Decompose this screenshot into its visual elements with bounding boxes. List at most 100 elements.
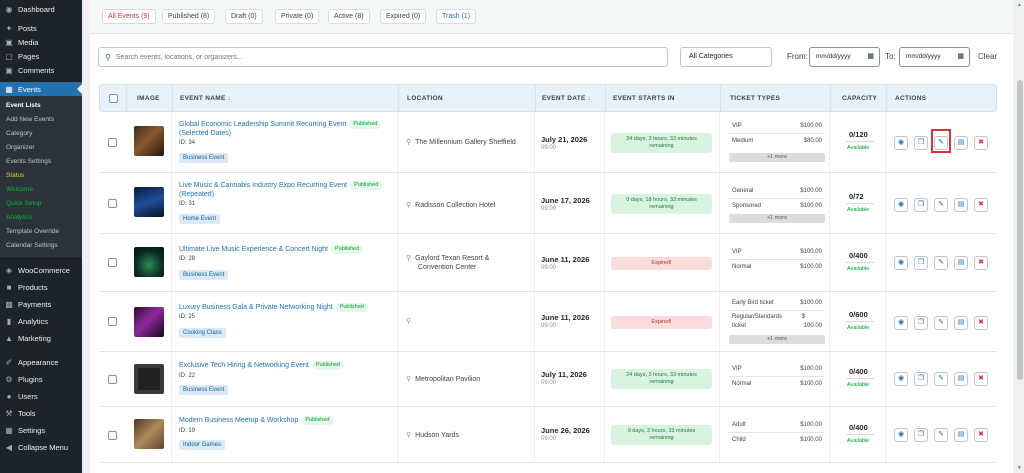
scroll-down-icon[interactable]: ▼ [1017,465,1022,471]
sidebar-item-settings[interactable]: ▦ Settings [0,423,82,437]
edit-icon[interactable]: ✎ [934,198,948,212]
clear-button[interactable]: Clear [978,52,998,61]
event-thumbnail[interactable] [134,187,164,217]
submenu-organizer[interactable]: Organizer [6,144,35,151]
edit-icon[interactable]: ✎ [934,256,948,270]
col-location[interactable]: LOCATION [407,95,443,102]
view-icon[interactable]: ◉ [894,372,908,386]
trash-icon[interactable]: ✖ [974,136,988,150]
analytics-chart-icon[interactable]: ▤ [954,372,968,386]
filter-active[interactable]: Active (8) [328,9,370,24]
calendar-icon[interactable]: ▦ [957,53,964,60]
submenu-analytics[interactable]: Analytics [6,214,33,221]
sidebar-item-woocommerce[interactable]: ◈ WooCommerce [0,263,82,277]
edit-icon[interactable]: ✎ [934,428,948,442]
more-tickets-link[interactable]: +1 more [729,153,825,162]
event-title[interactable]: Global Economic Leadership Summit Recurr… [179,120,382,138]
from-date-input[interactable]: mm/dd/yyyy ▦ [809,47,880,67]
filter-all-events[interactable]: All Events (9) [102,9,156,24]
view-icon[interactable]: ◉ [894,256,908,270]
duplicate-icon[interactable]: ❐ [914,316,928,330]
event-title[interactable]: Luxury Business Gala & Private Networkin… [179,303,368,312]
row-checkbox[interactable] [108,138,117,147]
event-thumbnail[interactable] [134,247,164,277]
filter-published[interactable]: Published (8) [162,9,216,24]
sidebar-item-users[interactable]: ● Users [0,389,82,403]
filter-draft[interactable]: Draft (0) [225,9,263,24]
analytics-chart-icon[interactable]: ▤ [954,256,968,270]
submenu-events-settings[interactable]: Events Settings [6,158,52,165]
edit-icon[interactable]: ✎ [934,316,948,330]
row-checkbox[interactable] [108,199,117,208]
view-icon[interactable]: ◉ [894,316,908,330]
sidebar-item-collapse-menu[interactable]: ◀ Collapse Menu [0,440,82,454]
trash-icon[interactable]: ✖ [974,372,988,386]
event-title[interactable]: Ultimate Live Music Experience & Concert… [179,245,364,254]
sidebar-item-appearance[interactable]: ✐ Appearance [0,355,82,369]
more-tickets-link[interactable]: +1 more [729,214,825,223]
trash-icon[interactable]: ✖ [974,256,988,270]
event-thumbnail[interactable] [134,307,164,337]
row-checkbox[interactable] [108,258,117,267]
scrollbar-thumb[interactable] [1017,80,1023,380]
sidebar-item-comments[interactable]: ▣ Comments [0,63,82,77]
trash-icon[interactable]: ✖ [974,316,988,330]
duplicate-icon[interactable]: ❐ [914,136,928,150]
event-title[interactable]: Live Music & Cannabis Industry Expo Recu… [179,181,383,199]
analytics-chart-icon[interactable]: ▤ [954,428,968,442]
more-tickets-link[interactable]: +1 more [729,335,825,344]
duplicate-icon[interactable]: ❐ [914,256,928,270]
sidebar-item-dashboard[interactable]: ◉ Dashboard [0,2,82,16]
category-select[interactable]: All Categories [680,47,772,67]
filter-private[interactable]: Private (0) [275,9,320,24]
sidebar-item-marketing[interactable]: ▲ Marketing [0,331,82,345]
sidebar-item-analytics[interactable]: ▮ Analytics [0,314,82,328]
submenu-event-lists[interactable]: Event Lists [6,102,41,109]
to-date-input[interactable]: mm/dd/yyyy ▦ [899,47,970,67]
col-event-name[interactable]: EVENT NAME [180,95,231,102]
view-icon[interactable]: ◉ [894,198,908,212]
submenu-category[interactable]: Category [6,130,33,137]
scroll-up-icon[interactable]: ▲ [1017,2,1022,8]
sidebar-item-payments[interactable]: ▩ Payments [0,297,82,311]
edit-icon[interactable]: ✎ [934,372,948,386]
duplicate-icon[interactable]: ❐ [914,428,928,442]
trash-icon[interactable]: ✖ [974,428,988,442]
row-checkbox[interactable] [108,317,117,326]
event-thumbnail[interactable] [134,364,164,394]
event-title[interactable]: Modern Business Meetup & Workshop Publish… [179,416,334,425]
sidebar-item-posts[interactable]: ✦ Posts [0,21,82,35]
sidebar-item-media[interactable]: ▣ Media [0,35,82,49]
duplicate-icon[interactable]: ❐ [914,372,928,386]
submenu-template-override[interactable]: Template Override [6,228,60,235]
event-thumbnail[interactable] [134,126,164,156]
filter-expired[interactable]: Expired (0) [380,9,427,24]
row-checkbox[interactable] [108,375,117,384]
calendar-icon[interactable]: ▦ [867,53,874,60]
duplicate-icon[interactable]: ❐ [914,198,928,212]
row-checkbox[interactable] [108,431,117,440]
col-event-date[interactable]: EVENT DATE [542,95,591,102]
submenu-quick-setup[interactable]: Quick Setup [6,200,42,207]
sidebar-item-pages[interactable]: ▢ Pages [0,49,82,63]
search-input[interactable] [115,53,636,61]
submenu-welcome[interactable]: Welcome [6,186,33,193]
sidebar-item-events[interactable]: ▦ Events [0,82,82,96]
submenu-status[interactable]: Status [6,172,25,179]
analytics-chart-icon[interactable]: ▤ [954,136,968,150]
scrollbar[interactable]: ▲ ▼ [1015,0,1024,473]
trash-icon[interactable]: ✖ [974,198,988,212]
sidebar-item-plugins[interactable]: ⚙ Plugins [0,372,82,386]
analytics-chart-icon[interactable]: ▤ [954,316,968,330]
event-thumbnail[interactable] [134,419,164,449]
filter-trash[interactable]: Trash (1) [436,9,477,24]
edit-icon[interactable]: ✎ [934,136,948,150]
submenu-calendar-settings[interactable]: Calendar Settings [6,242,58,249]
event-title[interactable]: Exclusive Tech Hiring & Networking Event… [179,361,344,370]
select-all-checkbox[interactable] [109,94,118,103]
analytics-chart-icon[interactable]: ▤ [954,198,968,212]
view-icon[interactable]: ◉ [894,428,908,442]
sidebar-item-products[interactable]: ■ Products [0,280,82,294]
submenu-add-new-events[interactable]: Add New Events [6,116,55,123]
view-icon[interactable]: ◉ [894,136,908,150]
